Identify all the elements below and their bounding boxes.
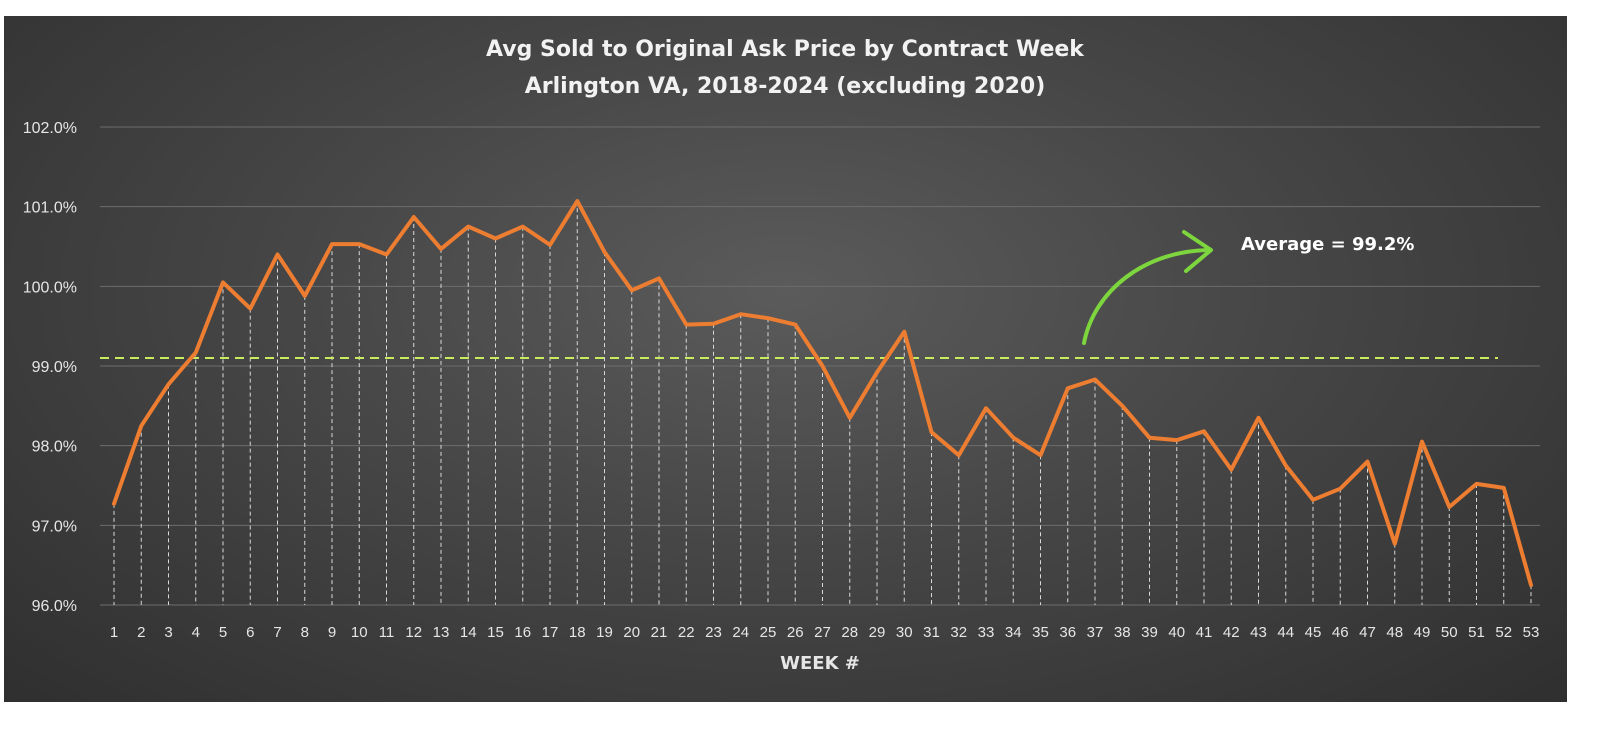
average-annotation: Average = 99.2% [1241, 234, 1414, 255]
x-tick-label: 22 [678, 624, 695, 641]
chart-title: Avg Sold to Original Ask Price by Contra… [486, 37, 1085, 62]
x-tick-label: 25 [760, 624, 777, 641]
x-tick-label: 46 [1332, 624, 1349, 641]
x-tick-label: 33 [978, 624, 995, 641]
x-tick-label: 6 [246, 624, 254, 641]
x-tick-label: 7 [273, 624, 281, 641]
y-tick-label: 102.0% [23, 120, 77, 137]
x-tick-label: 43 [1250, 624, 1267, 641]
gridlines [100, 126, 1540, 606]
x-tick-label: 29 [869, 624, 886, 641]
x-tick-label: 1 [110, 624, 118, 641]
line-chart: Avg Sold to Original Ask Price by Contra… [23, 37, 1540, 674]
x-tick-label: 13 [433, 624, 450, 641]
x-tick-label: 16 [514, 624, 531, 641]
x-tick-label: 24 [732, 624, 749, 641]
x-tick-label: 48 [1386, 624, 1403, 641]
x-tick-label: 30 [896, 624, 913, 641]
x-tick-label: 17 [542, 624, 559, 641]
x-tick-label: 44 [1277, 624, 1294, 641]
chart-subtitle: Arlington VA, 2018-2024 (excluding 2020) [525, 74, 1046, 99]
x-tick-label: 4 [192, 624, 200, 641]
x-tick-label: 19 [596, 624, 613, 641]
y-tick-label: 98.0% [32, 439, 77, 456]
drop-lines [113, 201, 1532, 605]
y-tick-label: 97.0% [32, 518, 77, 535]
x-tick-label: 45 [1305, 624, 1322, 641]
x-tick-label: 12 [405, 624, 422, 641]
x-tick-label: 5 [219, 624, 227, 641]
x-tick-label: 20 [623, 624, 640, 641]
x-tick-label: 47 [1359, 624, 1376, 641]
y-tick-label: 99.0% [32, 359, 77, 376]
x-tick-label: 15 [487, 624, 504, 641]
y-tick-label: 101.0% [23, 200, 77, 217]
x-tick-label: 9 [328, 624, 336, 641]
y-axis-ticks: 96.0% 97.0% 98.0% 99.0% 100.0% 101.0% 102.0% [23, 120, 77, 615]
x-tick-label: 37 [1087, 624, 1104, 641]
x-tick-label: 32 [950, 624, 967, 641]
x-tick-label: 53 [1523, 624, 1540, 641]
annotation-arrow [1082, 248, 1211, 345]
x-tick-label: 41 [1196, 624, 1213, 641]
x-tick-label: 51 [1468, 624, 1485, 641]
series-line [112, 199, 1533, 588]
x-tick-label: 8 [301, 624, 309, 641]
x-tick-label: 34 [1005, 624, 1022, 641]
x-tick-label: 23 [705, 624, 722, 641]
x-tick-label: 42 [1223, 624, 1240, 641]
y-tick-label: 100.0% [23, 279, 77, 296]
x-tick-label: 31 [923, 624, 940, 641]
x-tick-label: 3 [164, 624, 172, 641]
annotation-arrow-head [1182, 230, 1213, 273]
x-tick-label: 26 [787, 624, 804, 641]
x-axis-label: WEEK # [780, 653, 860, 674]
x-tick-label: 21 [651, 624, 668, 641]
y-tick-label: 96.0% [32, 598, 77, 615]
x-tick-label: 52 [1495, 624, 1512, 641]
x-tick-label: 14 [460, 624, 477, 641]
x-tick-label: 27 [814, 624, 831, 641]
x-tick-label: 28 [841, 624, 858, 641]
x-tick-label: 49 [1414, 624, 1431, 641]
x-tick-label: 2 [137, 624, 145, 641]
x-tick-label: 40 [1168, 624, 1185, 641]
x-tick-label: 39 [1141, 624, 1158, 641]
x-tick-label: 11 [379, 624, 395, 641]
x-tick-label: 18 [569, 624, 586, 641]
x-tick-label: 10 [351, 624, 368, 641]
chart-container: Avg Sold to Original Ask Price by Contra… [4, 16, 1567, 702]
x-tick-label: 50 [1441, 624, 1458, 641]
x-tick-label: 36 [1059, 624, 1076, 641]
x-axis-ticks: 1 2 3 4 5 6 7 8 9 10 11 12 13 14 15 16 17 18 19 20 21 22 23 24 2… [110, 624, 1540, 641]
x-tick-label: 38 [1114, 624, 1131, 641]
x-tick-label: 35 [1032, 624, 1049, 641]
